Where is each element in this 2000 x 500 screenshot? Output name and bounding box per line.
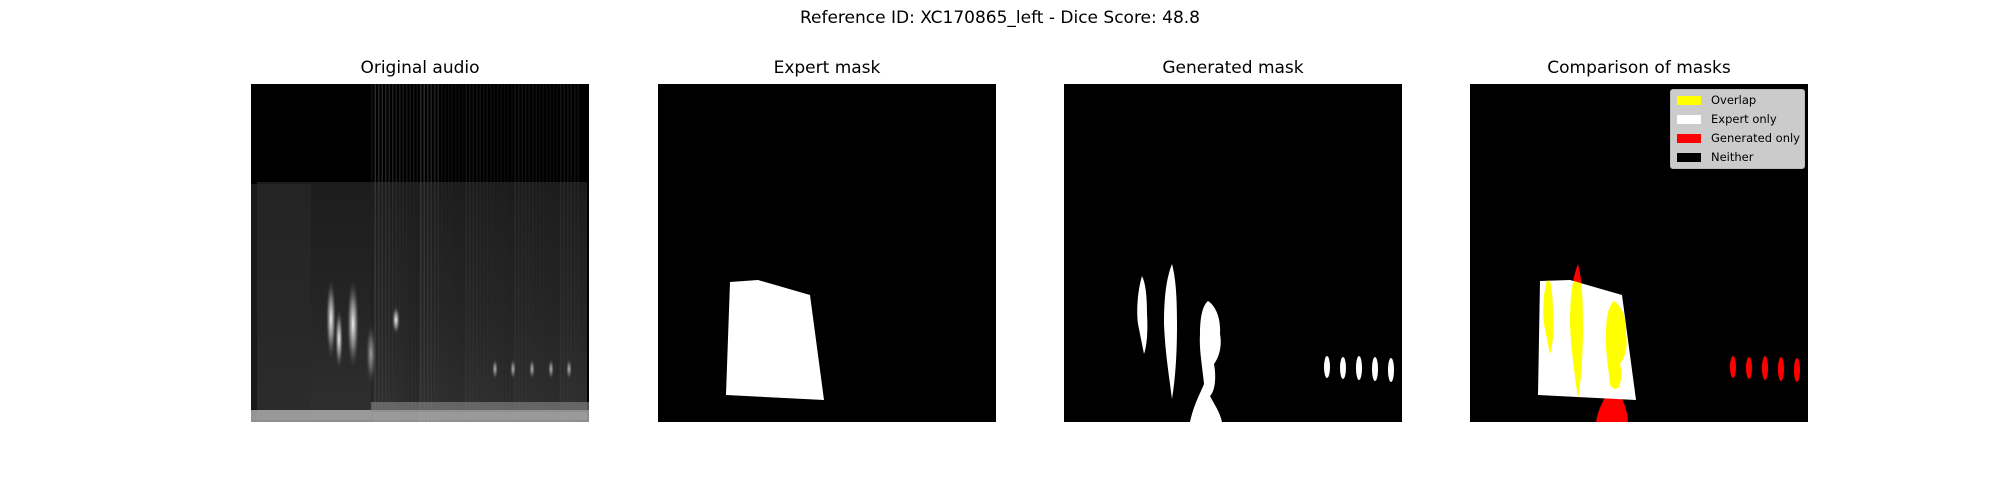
spectrogram-noise-column	[465, 84, 467, 422]
spectrogram-noise-column	[514, 84, 516, 422]
spectrogram-noise-column	[507, 84, 509, 422]
legend-label-neither: Neither	[1711, 150, 1754, 164]
generated-blob-8	[1388, 358, 1394, 382]
overlap-regions	[1543, 280, 1627, 399]
spectrogram-panel	[251, 84, 589, 422]
spectrogram-noise-column	[525, 84, 527, 422]
spectrogram-noise-column	[497, 84, 499, 422]
spectrogram-noise-column	[476, 84, 478, 422]
legend-swatch-neither	[1677, 152, 1701, 162]
generated-mask-panel	[1064, 84, 1402, 422]
spectrogram-noise-column	[441, 84, 443, 422]
legend-item-neither: Neither	[1677, 149, 1753, 165]
generated-blob-6	[1356, 356, 1362, 380]
spectrogram-noise-column	[546, 84, 548, 422]
spectrogram-noise-column	[563, 84, 565, 422]
spectrogram-noise-column	[458, 84, 460, 422]
expert-mask-image	[658, 84, 996, 422]
spectrogram-noise-column	[500, 84, 502, 422]
legend-item-overlap: Overlap	[1677, 92, 1756, 108]
legend-item-generated-only: Generated only	[1677, 130, 1800, 146]
spectrogram-noise-column	[371, 84, 373, 422]
spectrogram-noise-column	[542, 84, 544, 422]
spectrogram-noise-column	[539, 84, 541, 422]
spectrogram-noise-column	[521, 84, 523, 422]
spectrogram-noise-column	[427, 84, 429, 422]
spectrogram-noise-column	[483, 84, 485, 422]
spectrogram-noise-column	[448, 84, 450, 422]
generated-blob-1	[1137, 276, 1148, 354]
legend-swatch-expert-only	[1677, 114, 1701, 124]
spectrogram-noise-column	[528, 84, 530, 422]
spectrogram-noise-column	[486, 84, 488, 422]
legend-label-generated-only: Generated only	[1711, 131, 1800, 145]
spectrogram-noise-column	[462, 84, 464, 422]
spectrogram-noise-column	[399, 84, 401, 422]
spectrogram-noise-column	[406, 84, 408, 422]
spectrogram-noise-column	[479, 84, 481, 422]
panel-title-generated-mask: Generated mask	[1162, 58, 1304, 78]
spectrogram-noise-column	[430, 84, 432, 422]
spectrogram-noise-column	[409, 84, 411, 422]
spectrogram-noise-column	[535, 84, 537, 422]
generated-blob-2	[1164, 264, 1177, 399]
spectrogram-noise-column	[567, 84, 569, 422]
generated-mask-image	[1064, 84, 1402, 422]
legend-label-overlap: Overlap	[1711, 93, 1757, 107]
generated-blob-5	[1340, 357, 1346, 379]
spectrogram-noise-column	[402, 84, 404, 422]
spectrogram-noise-column	[504, 84, 506, 422]
spectrogram-noise-column	[437, 84, 439, 422]
spectrogram-noise-column	[490, 84, 492, 422]
panel-title-comparison: Comparison of masks	[1547, 58, 1731, 78]
expert-mask-region	[726, 280, 824, 400]
spectrogram-noise-column	[434, 84, 436, 422]
expert-mask-panel	[658, 84, 996, 422]
spectrogram-noise-column	[388, 84, 390, 422]
spectrogram-noise-column	[549, 84, 551, 422]
spectrogram-noise-column	[451, 84, 453, 422]
legend-swatch-generated-only	[1677, 133, 1701, 143]
spectrogram-noise-column	[574, 84, 576, 422]
legend-swatch-overlap	[1677, 95, 1701, 105]
spectrogram-noise-column	[532, 84, 534, 422]
spectrogram-noise-column	[518, 84, 520, 422]
spectrogram-noise-column	[560, 84, 562, 422]
spectrogram-noise-column	[395, 84, 397, 422]
spectrogram-noise-column	[381, 84, 383, 422]
spectrogram-noise-column	[570, 84, 572, 422]
comparison-panel: Overlap Expert only Generated only Neith…	[1470, 84, 1808, 422]
spectrogram-noise-column	[416, 84, 418, 422]
spectrogram-noise-column	[392, 84, 394, 422]
spectrogram-noise-column	[553, 84, 555, 422]
legend-label-expert-only: Expert only	[1711, 112, 1777, 126]
spectrogram-noise-column	[493, 84, 495, 422]
spectrogram-noise-column	[385, 84, 387, 422]
comparison-image	[1470, 84, 1808, 422]
spectrogram-noise-column	[423, 84, 425, 422]
spectrogram-noise-column	[374, 84, 376, 422]
spectrogram-noise-column	[413, 84, 415, 422]
spectrogram-noise-column	[511, 84, 513, 422]
spectrogram-noise-column	[378, 84, 380, 422]
spectrogram-noise-column	[455, 84, 457, 422]
legend-item-expert-only: Expert only	[1677, 111, 1777, 127]
generated-blob-3	[1190, 301, 1222, 422]
generated-blob-4	[1324, 356, 1330, 378]
spectrogram-image	[251, 84, 589, 422]
panel-title-original-audio: Original audio	[360, 58, 480, 78]
spectrogram-noise-column	[420, 84, 422, 422]
generated-blob-7	[1372, 357, 1378, 381]
spectrogram-noise-column	[472, 84, 474, 422]
spectrogram-noise-column	[577, 84, 579, 422]
spectrogram-noise-column	[469, 84, 471, 422]
spectrogram-noise-column	[444, 84, 446, 422]
legend: Overlap Expert only Generated only Neith…	[1670, 89, 1805, 169]
figure-suptitle: Reference ID: XC170865_left - Dice Score…	[799, 8, 1200, 28]
spectrogram-noise-column	[556, 84, 558, 422]
panel-title-expert-mask: Expert mask	[773, 58, 881, 78]
